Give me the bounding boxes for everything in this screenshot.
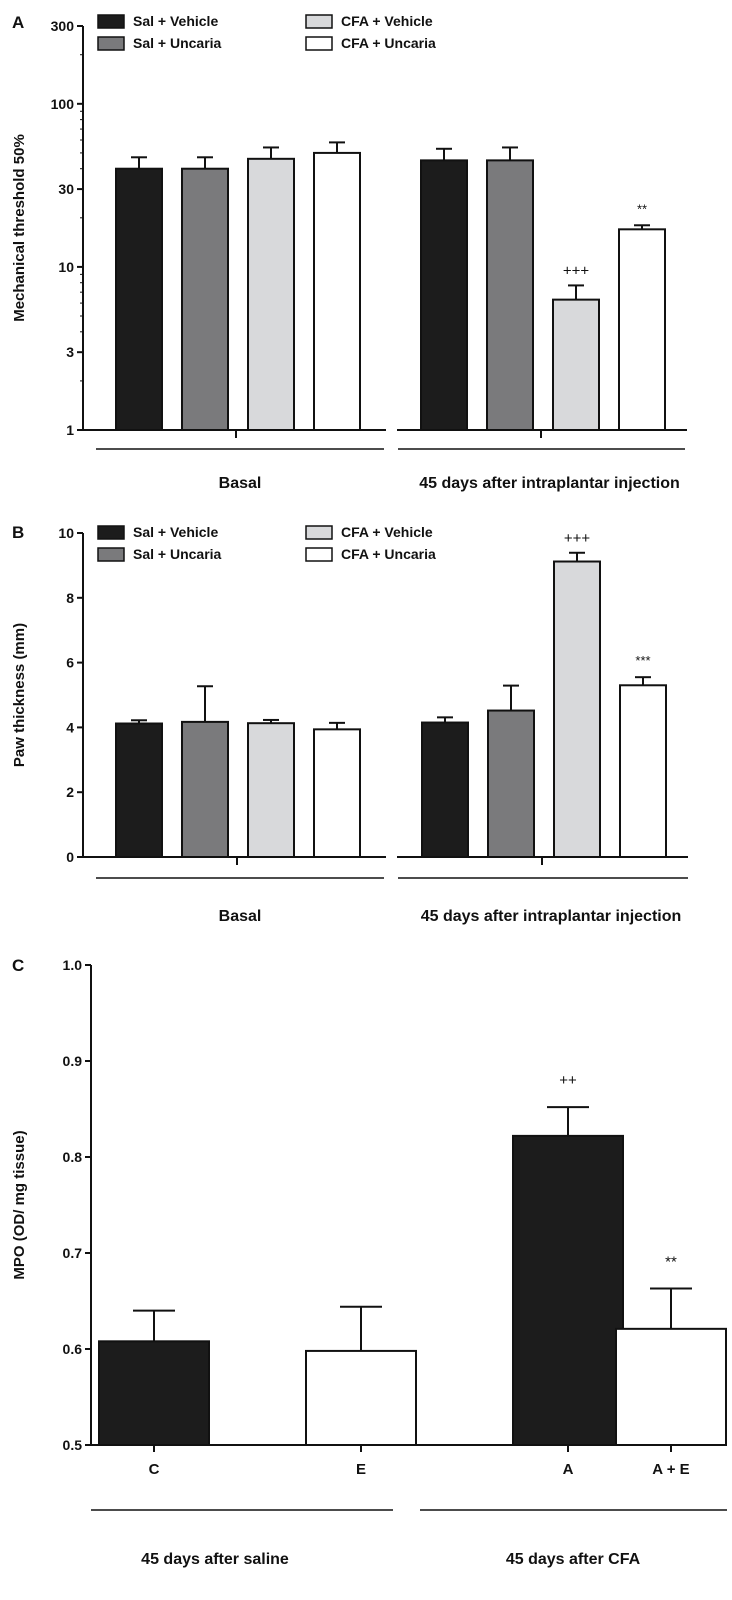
legend-swatch <box>305 525 333 540</box>
y-tick-label: 1.0 <box>63 957 83 973</box>
legend-swatch <box>305 547 333 562</box>
bar <box>615 1327 727 1446</box>
bar <box>181 167 229 431</box>
significance-mark: +++ <box>563 262 590 279</box>
y-tick-label: 0 <box>66 849 74 865</box>
bar <box>313 728 361 858</box>
y-axis-label: Paw thickness (mm) <box>11 623 28 767</box>
x-tick-label: C <box>149 1461 160 1478</box>
significance-mark: ** <box>665 1254 677 1271</box>
bar <box>619 684 667 859</box>
group-label: 45 days after CFA <box>506 1551 641 1568</box>
y-tick-label: 6 <box>66 655 74 671</box>
legend-swatch <box>305 14 333 29</box>
significance-mark: ** <box>637 201 647 216</box>
bar <box>115 167 163 431</box>
y-tick-label: 0.8 <box>63 1149 83 1165</box>
panel-c: C 0.5 0.6 0.7 0.8 0.9 1.0 MPO (OD/ mg tissue) C E… <box>11 956 727 1568</box>
x-tick-label: E <box>356 1461 366 1478</box>
bar <box>313 151 361 431</box>
bar <box>247 157 295 432</box>
legend-swatch <box>97 14 125 29</box>
group-label: Basal <box>219 908 262 925</box>
y-tick-label: 0.7 <box>63 1245 83 1261</box>
legend-swatch <box>97 547 125 562</box>
panel-b: B 0 2 4 6 8 10 Paw thickness (mm) Basal 45 days a… <box>11 523 688 925</box>
legend-label: Sal + Vehicle <box>133 524 218 540</box>
legend-label: CFA + Vehicle <box>341 524 433 540</box>
bar <box>618 228 666 431</box>
bar <box>512 1134 624 1446</box>
panel-letter: A <box>12 13 24 32</box>
bar <box>305 1349 417 1447</box>
legend-label: Sal + Uncaria <box>133 35 222 51</box>
legend-label: Sal + Uncaria <box>133 546 222 562</box>
legend-label: CFA + Uncaria <box>341 35 436 51</box>
y-tick-label: 3 <box>66 344 74 360</box>
bar <box>181 720 229 859</box>
y-axis-label: Mechanical threshold 50% <box>11 134 28 322</box>
y-tick-label: 2 <box>66 784 74 800</box>
y-axis-label: MPO (OD/ mg tissue) <box>11 1130 28 1279</box>
legend-label: Sal + Vehicle <box>133 13 218 29</box>
y-tick-label: 300 <box>51 18 75 34</box>
significance-mark: *** <box>635 653 650 668</box>
bar <box>553 560 601 859</box>
bar <box>486 159 534 431</box>
panel-letter: C <box>12 956 24 975</box>
y-tick-label: 1 <box>66 422 74 438</box>
panel-a: A 1 3 10 30 100 300 Mechanical threshold 50% Bas… <box>11 13 687 492</box>
legend-label: CFA + Vehicle <box>341 13 433 29</box>
y-tick-label: 30 <box>58 181 74 197</box>
group-label: 45 days after intraplantar injection <box>419 475 680 492</box>
y-tick-label: 0.6 <box>63 1341 83 1357</box>
significance-mark: +++ <box>564 530 591 547</box>
x-tick-label: A + E <box>652 1461 689 1478</box>
legend-swatch <box>305 36 333 51</box>
bar <box>247 722 295 858</box>
y-tick-label: 100 <box>51 96 75 112</box>
y-tick-label: 10 <box>58 259 74 275</box>
group-label: 45 days after saline <box>141 1551 289 1568</box>
legend-swatch <box>97 525 125 540</box>
bar <box>487 709 535 858</box>
significance-mark: ++ <box>559 1072 577 1089</box>
bar <box>421 721 469 858</box>
legend-label: CFA + Uncaria <box>341 546 436 562</box>
group-label: Basal <box>219 475 262 492</box>
x-tick-label: A <box>563 1461 574 1478</box>
bar <box>552 298 600 431</box>
panel-letter: B <box>12 523 24 542</box>
y-tick-label: 0.5 <box>63 1437 83 1453</box>
y-tick-label: 8 <box>66 590 74 606</box>
bar <box>115 722 163 859</box>
legend-swatch <box>97 36 125 51</box>
y-tick-label: 10 <box>58 525 74 541</box>
y-tick-label: 0.9 <box>63 1053 83 1069</box>
y-tick-label: 4 <box>66 719 74 735</box>
bar <box>420 159 468 431</box>
bar <box>98 1340 210 1446</box>
group-label: 45 days after intraplantar injection <box>421 908 682 925</box>
